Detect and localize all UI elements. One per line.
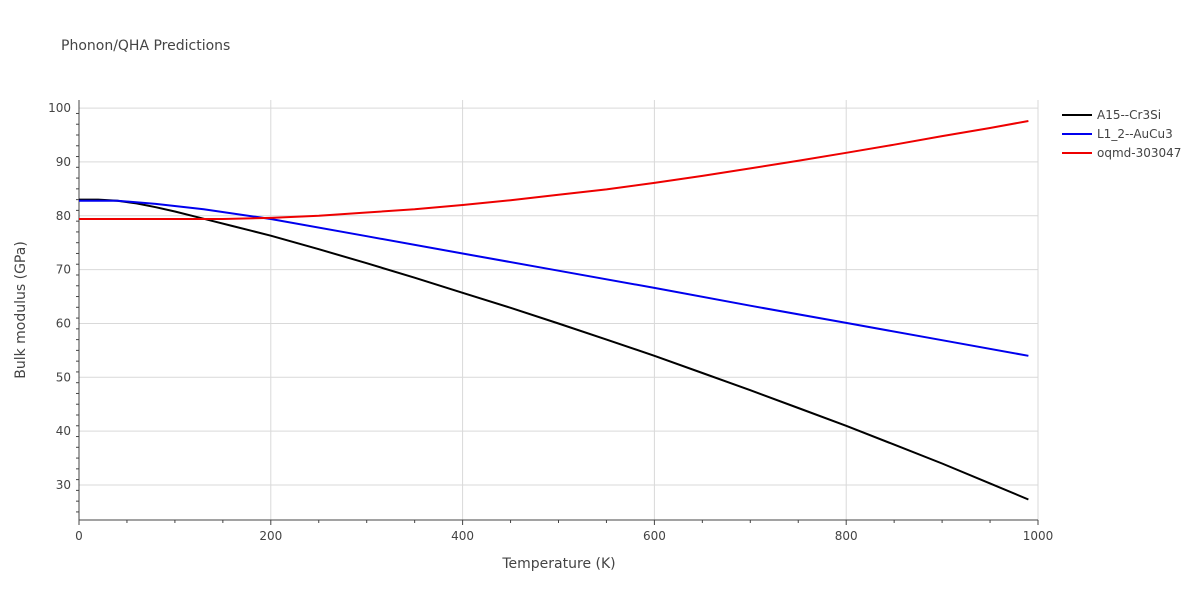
legend-label: A15--Cr3Si	[1097, 108, 1161, 122]
y-tick-label: 40	[56, 424, 71, 438]
legend-label: oqmd-303047	[1097, 146, 1181, 160]
y-tick-label: 30	[56, 478, 71, 492]
legend-label: L1_2--AuCu3	[1097, 127, 1173, 141]
y-axis-title: Bulk modulus (GPa)	[13, 241, 29, 379]
x-axis-title: Temperature (K)	[501, 556, 615, 572]
series-line-2	[79, 199, 1029, 357]
y-tick-label: 70	[56, 263, 71, 277]
y-tick-label: 60	[56, 316, 71, 330]
x-tick-label: 600	[643, 529, 666, 543]
x-tick-label: 200	[259, 529, 282, 543]
y-tick-label: 100	[48, 101, 71, 115]
series-line-3	[79, 120, 1029, 220]
legend: A15--Cr3Si L1_2--AuCu3 oqmd-303047	[1062, 108, 1181, 160]
series-line-1	[79, 198, 1029, 501]
x-tick-label: 0	[75, 529, 83, 543]
x-tick-label: 400	[451, 529, 474, 543]
chart-title: Phonon/QHA Predictions	[61, 38, 230, 54]
axis-layer: 0 200 400 600 800 1000 30 40 50 60 70 80 90 100	[48, 100, 1053, 543]
y-tick-label: 80	[56, 209, 71, 223]
series-layer	[79, 120, 1029, 501]
x-tick-label: 1000	[1023, 529, 1054, 543]
y-tick-label: 90	[56, 155, 71, 169]
y-tick-label: 50	[56, 370, 71, 384]
x-tick-label: 800	[835, 529, 858, 543]
